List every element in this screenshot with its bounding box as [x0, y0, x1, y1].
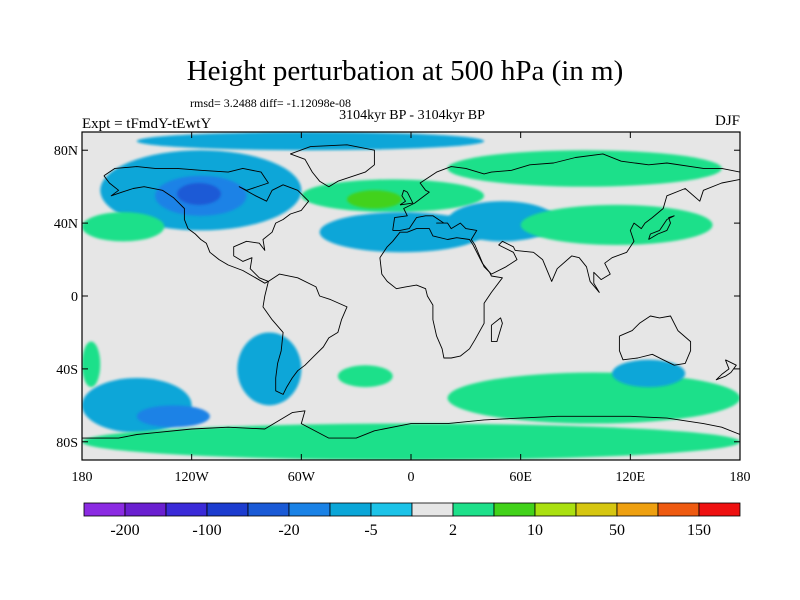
coastline	[490, 317, 503, 343]
field-blob	[237, 332, 302, 406]
colorbar-swatch	[165, 502, 208, 517]
y-tick-label: 40N	[54, 217, 78, 232]
field-blob	[136, 132, 485, 151]
colorbar-swatch	[452, 502, 495, 517]
coastline	[392, 153, 740, 293]
field-blob	[82, 341, 101, 388]
coastlines	[82, 144, 740, 439]
chart-subtitle: 3104kyr BP - 3104kyr BP	[339, 108, 485, 123]
colorbar-label: -200	[110, 522, 139, 539]
colorbar-swatch	[411, 502, 454, 517]
colorbar-label: -20	[278, 522, 299, 539]
coastline	[289, 144, 375, 188]
colorbar-swatch	[83, 502, 126, 517]
x-tick-label: 180	[72, 470, 93, 485]
colorbar-swatch	[698, 502, 741, 517]
colorbar-label: 50	[609, 522, 625, 539]
field-blob	[337, 365, 393, 388]
colorbar: -200 -100 -20 -5 2 10 50 150	[83, 502, 741, 539]
field-blob	[447, 150, 722, 187]
field-blob	[447, 372, 740, 424]
x-tick-label: 180	[730, 470, 751, 485]
field-blob	[612, 359, 686, 388]
x-tick-label: 120E	[616, 470, 646, 485]
field-blob	[82, 212, 165, 242]
x-tick-label: 120W	[175, 470, 210, 485]
field-blob	[136, 405, 210, 428]
coastline	[618, 315, 692, 366]
x-tick-label: 60W	[288, 470, 316, 485]
coastline	[103, 166, 310, 284]
colorbar-swatch	[288, 502, 331, 517]
colorbar-label: 2	[449, 522, 457, 539]
axes: 80N 40N 0 40S 80S 180 120W 60W 0 60E 120E 180	[54, 132, 751, 485]
y-tick-label: 80S	[56, 436, 78, 451]
colorbar-label: -100	[192, 522, 221, 539]
y-tick-label: 40S	[56, 363, 78, 378]
field-blob	[347, 190, 402, 209]
colorbar-swatch	[575, 502, 618, 517]
colorbar-swatch	[534, 502, 577, 517]
coastline	[648, 215, 675, 240]
coastline	[399, 189, 414, 206]
colorbar-swatch	[493, 502, 536, 517]
y-tick-label: 0	[71, 290, 78, 305]
coastline	[262, 273, 348, 395]
x-tick-label: 0	[408, 470, 415, 485]
chart-title: Height perturbation at 500 hPa (in m)	[187, 55, 624, 87]
y-tick-label: 80N	[54, 144, 78, 159]
coastline	[379, 228, 503, 359]
colorbar-swatch	[329, 502, 372, 517]
coastline	[715, 359, 737, 381]
coastline	[82, 410, 740, 439]
colorbar-swatch	[247, 502, 290, 517]
colorbar-label: -5	[364, 522, 377, 539]
colorbar-swatch	[657, 502, 700, 517]
chart-stats: rmsd= 3.2488 diff= -1.12098e-08	[190, 96, 351, 110]
colorbar-label: 150	[687, 522, 711, 539]
experiment-label: Expt = tFmdY-tEwtY	[82, 116, 211, 132]
field-blob	[82, 423, 740, 460]
season-label: DJF	[715, 113, 740, 129]
colorbar-swatch	[370, 502, 413, 517]
colorbar-swatch	[124, 502, 167, 517]
colorbar-swatch	[616, 502, 659, 517]
map-panel	[81, 131, 741, 461]
field-blob	[520, 204, 713, 245]
colorbar-swatch	[206, 502, 249, 517]
colorbar-label: 10	[527, 522, 543, 539]
x-tick-label: 60E	[509, 470, 532, 485]
field-blob	[177, 183, 221, 205]
